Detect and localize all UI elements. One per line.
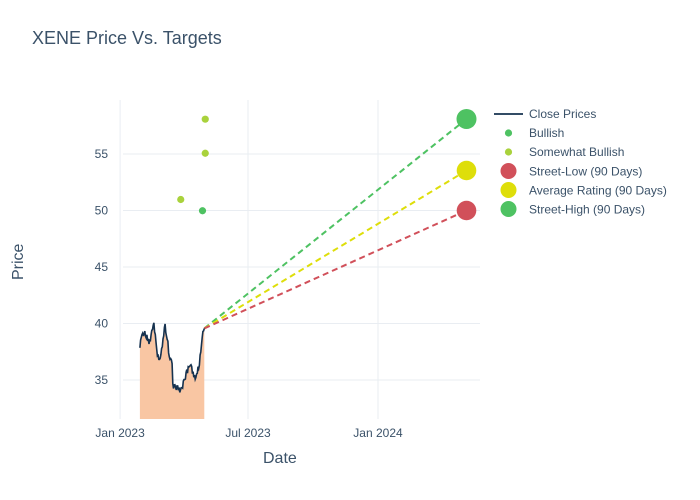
svg-text:35: 35: [95, 373, 109, 387]
svg-text:Close Prices: Close Prices: [529, 107, 596, 121]
svg-text:Street-High (90 Days): Street-High (90 Days): [529, 203, 645, 217]
svg-text:50: 50: [95, 204, 109, 218]
svg-text:55: 55: [95, 147, 109, 161]
svg-text:Jul 2023: Jul 2023: [225, 426, 271, 440]
svg-text:Jan 2024: Jan 2024: [353, 426, 403, 440]
svg-text:45: 45: [95, 260, 109, 274]
svg-text:Jan 2023: Jan 2023: [95, 426, 145, 440]
svg-text:Bullish: Bullish: [529, 126, 564, 140]
svg-text:40: 40: [95, 317, 109, 331]
svg-text:Average Rating (90 Days): Average Rating (90 Days): [529, 184, 667, 198]
svg-text:Somewhat Bullish: Somewhat Bullish: [529, 145, 624, 159]
svg-text:Street-Low (90 Days): Street-Low (90 Days): [529, 165, 642, 179]
